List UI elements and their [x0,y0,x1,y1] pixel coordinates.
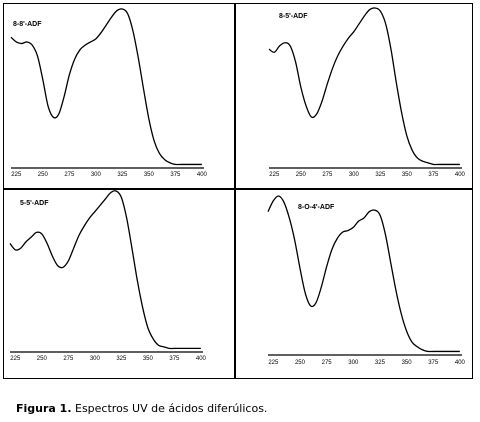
x-tick-label: 250 [37,356,48,362]
x-tick-label: 375 [169,356,180,362]
x-tick-label: 250 [38,172,49,178]
spectrum-line [9,190,201,350]
caption-text: Espectros UV de ácidos diferúlicos. [75,402,268,415]
spectrum-panel: 225 250 275 300 325 350 375 400 8-O-4'-ADF [267,195,466,366]
x-tick-label: 250 [295,360,306,366]
spectrum-panel: 225 250 275 300 325 350 375 400 5-5'-ADF [9,190,207,362]
x-tick-label: 400 [455,172,466,178]
x-tick-label: 375 [428,172,439,178]
panel-label: 8-5'-ADF [279,13,308,20]
x-tick-label: 225 [11,172,22,178]
spectrum-line [268,7,460,166]
x-tick-label: 300 [90,356,101,362]
spectra-panels: 225 250 275 300 325 350 375 400 8-8'-ADF 225 250 27… [9,7,466,366]
figure-frame: 225 250 275 300 325 350 375 400 8-8'-ADF 225 250 27… [3,3,473,379]
x-tick-label: 300 [348,360,359,366]
x-tick-label: 400 [196,356,207,362]
panel-label: 8-O-4'-ADF [298,204,335,211]
spectrum-panel: 225 250 275 300 325 350 375 400 8-8'-ADF [10,8,208,178]
spectrum-line [10,8,202,166]
x-tick-label: 400 [455,360,466,366]
x-tick-label: 325 [117,172,128,178]
x-tick-label: 275 [322,172,333,178]
spectrum-line [267,195,460,353]
x-tick-label: 375 [170,172,181,178]
x-tick-label: 275 [322,360,333,366]
x-tick-label: 300 [349,172,360,178]
spectrum-panel: 225 250 275 300 325 350 375 400 8-5'-ADF [268,7,466,178]
x-tick-label: 375 [428,360,439,366]
panel-divider-vertical [234,4,236,378]
panel-divider-horizontal [4,188,472,190]
x-tick-label: 350 [402,172,413,178]
x-tick-label: 300 [91,172,102,178]
x-tick-label: 225 [10,356,21,362]
x-tick-label: 225 [268,360,279,366]
x-tick-label: 275 [64,172,75,178]
x-tick-label: 275 [63,356,74,362]
x-tick-label: 350 [144,172,155,178]
x-tick-label: 225 [269,172,280,178]
caption-figure-number: Figura 1. [16,402,72,415]
x-tick-label: 325 [375,172,386,178]
panel-label: 8-8'-ADF [13,21,42,28]
x-tick-label: 400 [197,172,208,178]
x-tick-label: 350 [143,356,154,362]
x-tick-label: 350 [402,360,413,366]
x-tick-label: 325 [375,360,386,366]
x-tick-label: 250 [296,172,307,178]
figure-caption: Figura 1. Espectros UV de ácidos diferúl… [16,402,267,415]
panel-label: 5-5'-ADF [20,200,49,207]
x-tick-label: 325 [116,356,127,362]
